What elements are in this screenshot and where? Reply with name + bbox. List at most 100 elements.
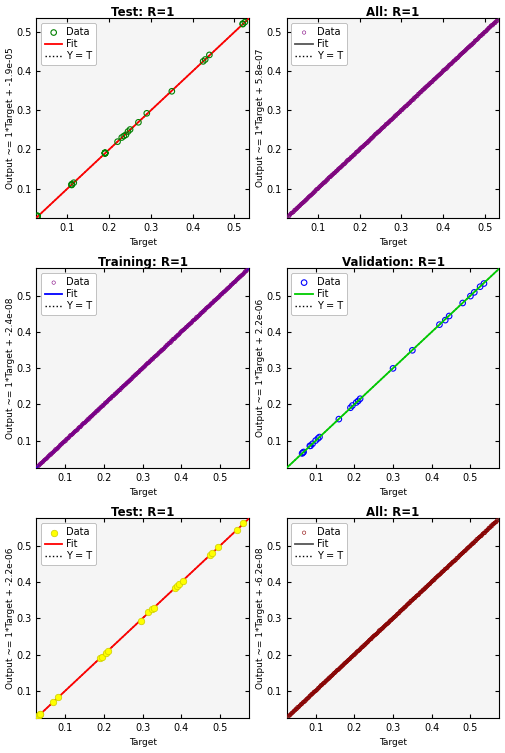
Data [373,128,381,140]
Data [464,542,472,554]
Data [177,327,185,339]
Data [131,368,139,380]
Data [441,562,449,575]
Data [417,587,425,599]
Data [299,447,307,459]
Data [301,695,310,707]
Data [241,265,249,277]
Data [468,538,476,550]
Data [423,81,431,93]
Data [490,18,498,30]
Data [312,684,320,697]
Data [443,61,451,73]
Data [450,555,458,567]
Data [352,146,360,158]
Data [39,456,47,468]
Data [68,429,76,441]
Data [45,450,53,462]
Data [298,197,306,209]
Data [335,413,343,425]
Data [337,161,345,173]
Data [110,389,118,401]
Data [374,126,382,138]
Data [417,87,425,99]
Data [309,687,317,699]
Data [322,675,330,687]
Data [431,73,439,85]
Data [424,579,432,591]
Data [484,22,492,34]
Data [490,518,498,530]
Data [122,378,130,390]
Data [366,134,374,146]
Data [119,380,127,392]
Fit [90,160,96,169]
Data [486,20,494,32]
Data [472,34,480,46]
Data [443,562,451,574]
Data [389,613,397,625]
Data [376,625,384,637]
Data [295,200,304,212]
Data [462,44,470,56]
Data [434,70,442,82]
Data [360,139,368,151]
Y = T [46,201,52,210]
Data [311,185,319,197]
Data [316,681,324,693]
Data [133,367,141,380]
Y = T [246,514,252,523]
Data [236,271,244,283]
Data [401,100,410,112]
Data [346,652,355,664]
Y-axis label: Output ~= 1*Target + -2.2e-06: Output ~= 1*Target + -2.2e-06 [6,547,15,689]
Data [109,390,117,402]
Data [362,638,370,650]
Data [172,331,180,343]
Data [49,447,58,459]
Data [148,353,156,365]
Data [157,345,165,357]
Data [421,583,429,595]
Data [458,47,466,59]
Data [169,334,177,346]
Data [58,438,66,450]
Data [314,183,322,195]
Data [384,117,392,129]
Line: Y = T: Y = T [287,268,499,468]
Data [372,127,380,139]
Data [168,85,176,97]
Title: Validation: R=1: Validation: R=1 [341,255,444,269]
Y = T [340,660,346,669]
Data [88,410,96,422]
Data [399,603,407,615]
Legend: Data, Fit, Y = T: Data, Fit, Y = T [41,23,96,65]
Y = T [296,201,302,210]
Data [287,207,295,219]
Fit [42,206,48,215]
Data [297,698,306,710]
Data [298,698,306,710]
Data [112,387,120,399]
Data [79,418,87,430]
Fit [235,524,241,533]
Data [120,380,128,392]
Data [443,562,451,574]
Data [310,686,318,698]
Data [414,88,422,100]
Data [350,149,358,161]
Data [164,339,172,351]
Data [489,518,497,530]
Y = T [235,524,241,533]
Data [297,698,305,710]
Y = T [340,410,346,419]
Data [413,90,421,102]
Data [101,148,109,160]
Data [437,68,445,80]
Data [94,404,102,416]
Data [476,30,484,42]
Data [127,373,135,386]
Data [53,443,61,455]
Data [136,364,144,376]
Data [360,640,368,652]
